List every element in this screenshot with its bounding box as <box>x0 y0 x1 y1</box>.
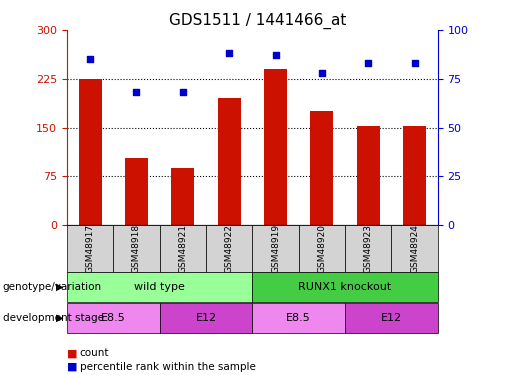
Text: GSM48918: GSM48918 <box>132 224 141 273</box>
Bar <box>252 272 438 302</box>
Text: GSM48920: GSM48920 <box>317 224 327 273</box>
Text: count: count <box>80 348 109 358</box>
Text: GSM48917: GSM48917 <box>85 224 95 273</box>
Bar <box>160 225 206 272</box>
Point <box>410 60 419 66</box>
Text: GDS1511 / 1441466_at: GDS1511 / 1441466_at <box>169 13 346 29</box>
Point <box>86 56 94 62</box>
Text: GSM48922: GSM48922 <box>225 224 234 273</box>
Point <box>132 89 141 95</box>
Bar <box>67 272 252 302</box>
Bar <box>160 303 252 333</box>
Text: ■: ■ <box>67 348 77 358</box>
Text: E12: E12 <box>195 313 217 323</box>
Bar <box>113 225 160 272</box>
Text: GSM48924: GSM48924 <box>410 224 419 273</box>
Text: E8.5: E8.5 <box>286 313 311 323</box>
Text: GSM48921: GSM48921 <box>178 224 187 273</box>
Bar <box>345 303 438 333</box>
Text: genotype/variation: genotype/variation <box>3 282 101 292</box>
Bar <box>264 69 287 225</box>
Bar <box>299 225 345 272</box>
Bar <box>78 79 101 225</box>
Text: percentile rank within the sample: percentile rank within the sample <box>80 362 256 372</box>
Bar <box>252 303 345 333</box>
Bar <box>217 98 241 225</box>
Point <box>179 89 187 95</box>
Bar <box>206 225 252 272</box>
Point <box>318 70 326 76</box>
Text: wild type: wild type <box>134 282 185 292</box>
Bar <box>67 225 113 272</box>
Text: ■: ■ <box>67 362 77 372</box>
Point <box>225 50 233 56</box>
Text: GSM48923: GSM48923 <box>364 224 373 273</box>
Bar <box>391 225 438 272</box>
Bar <box>171 168 195 225</box>
Bar <box>356 126 380 225</box>
Point <box>271 53 280 58</box>
Text: development stage: development stage <box>3 313 104 323</box>
Text: E12: E12 <box>381 313 402 323</box>
Text: ▶: ▶ <box>56 282 63 292</box>
Point <box>364 60 372 66</box>
Bar <box>252 225 299 272</box>
Text: E8.5: E8.5 <box>101 313 126 323</box>
Bar <box>67 303 160 333</box>
Bar <box>125 158 148 225</box>
Bar <box>310 111 334 225</box>
Bar <box>345 225 391 272</box>
Text: GSM48919: GSM48919 <box>271 224 280 273</box>
Text: ▶: ▶ <box>56 313 63 323</box>
Bar <box>403 126 426 225</box>
Text: RUNX1 knockout: RUNX1 knockout <box>298 282 392 292</box>
